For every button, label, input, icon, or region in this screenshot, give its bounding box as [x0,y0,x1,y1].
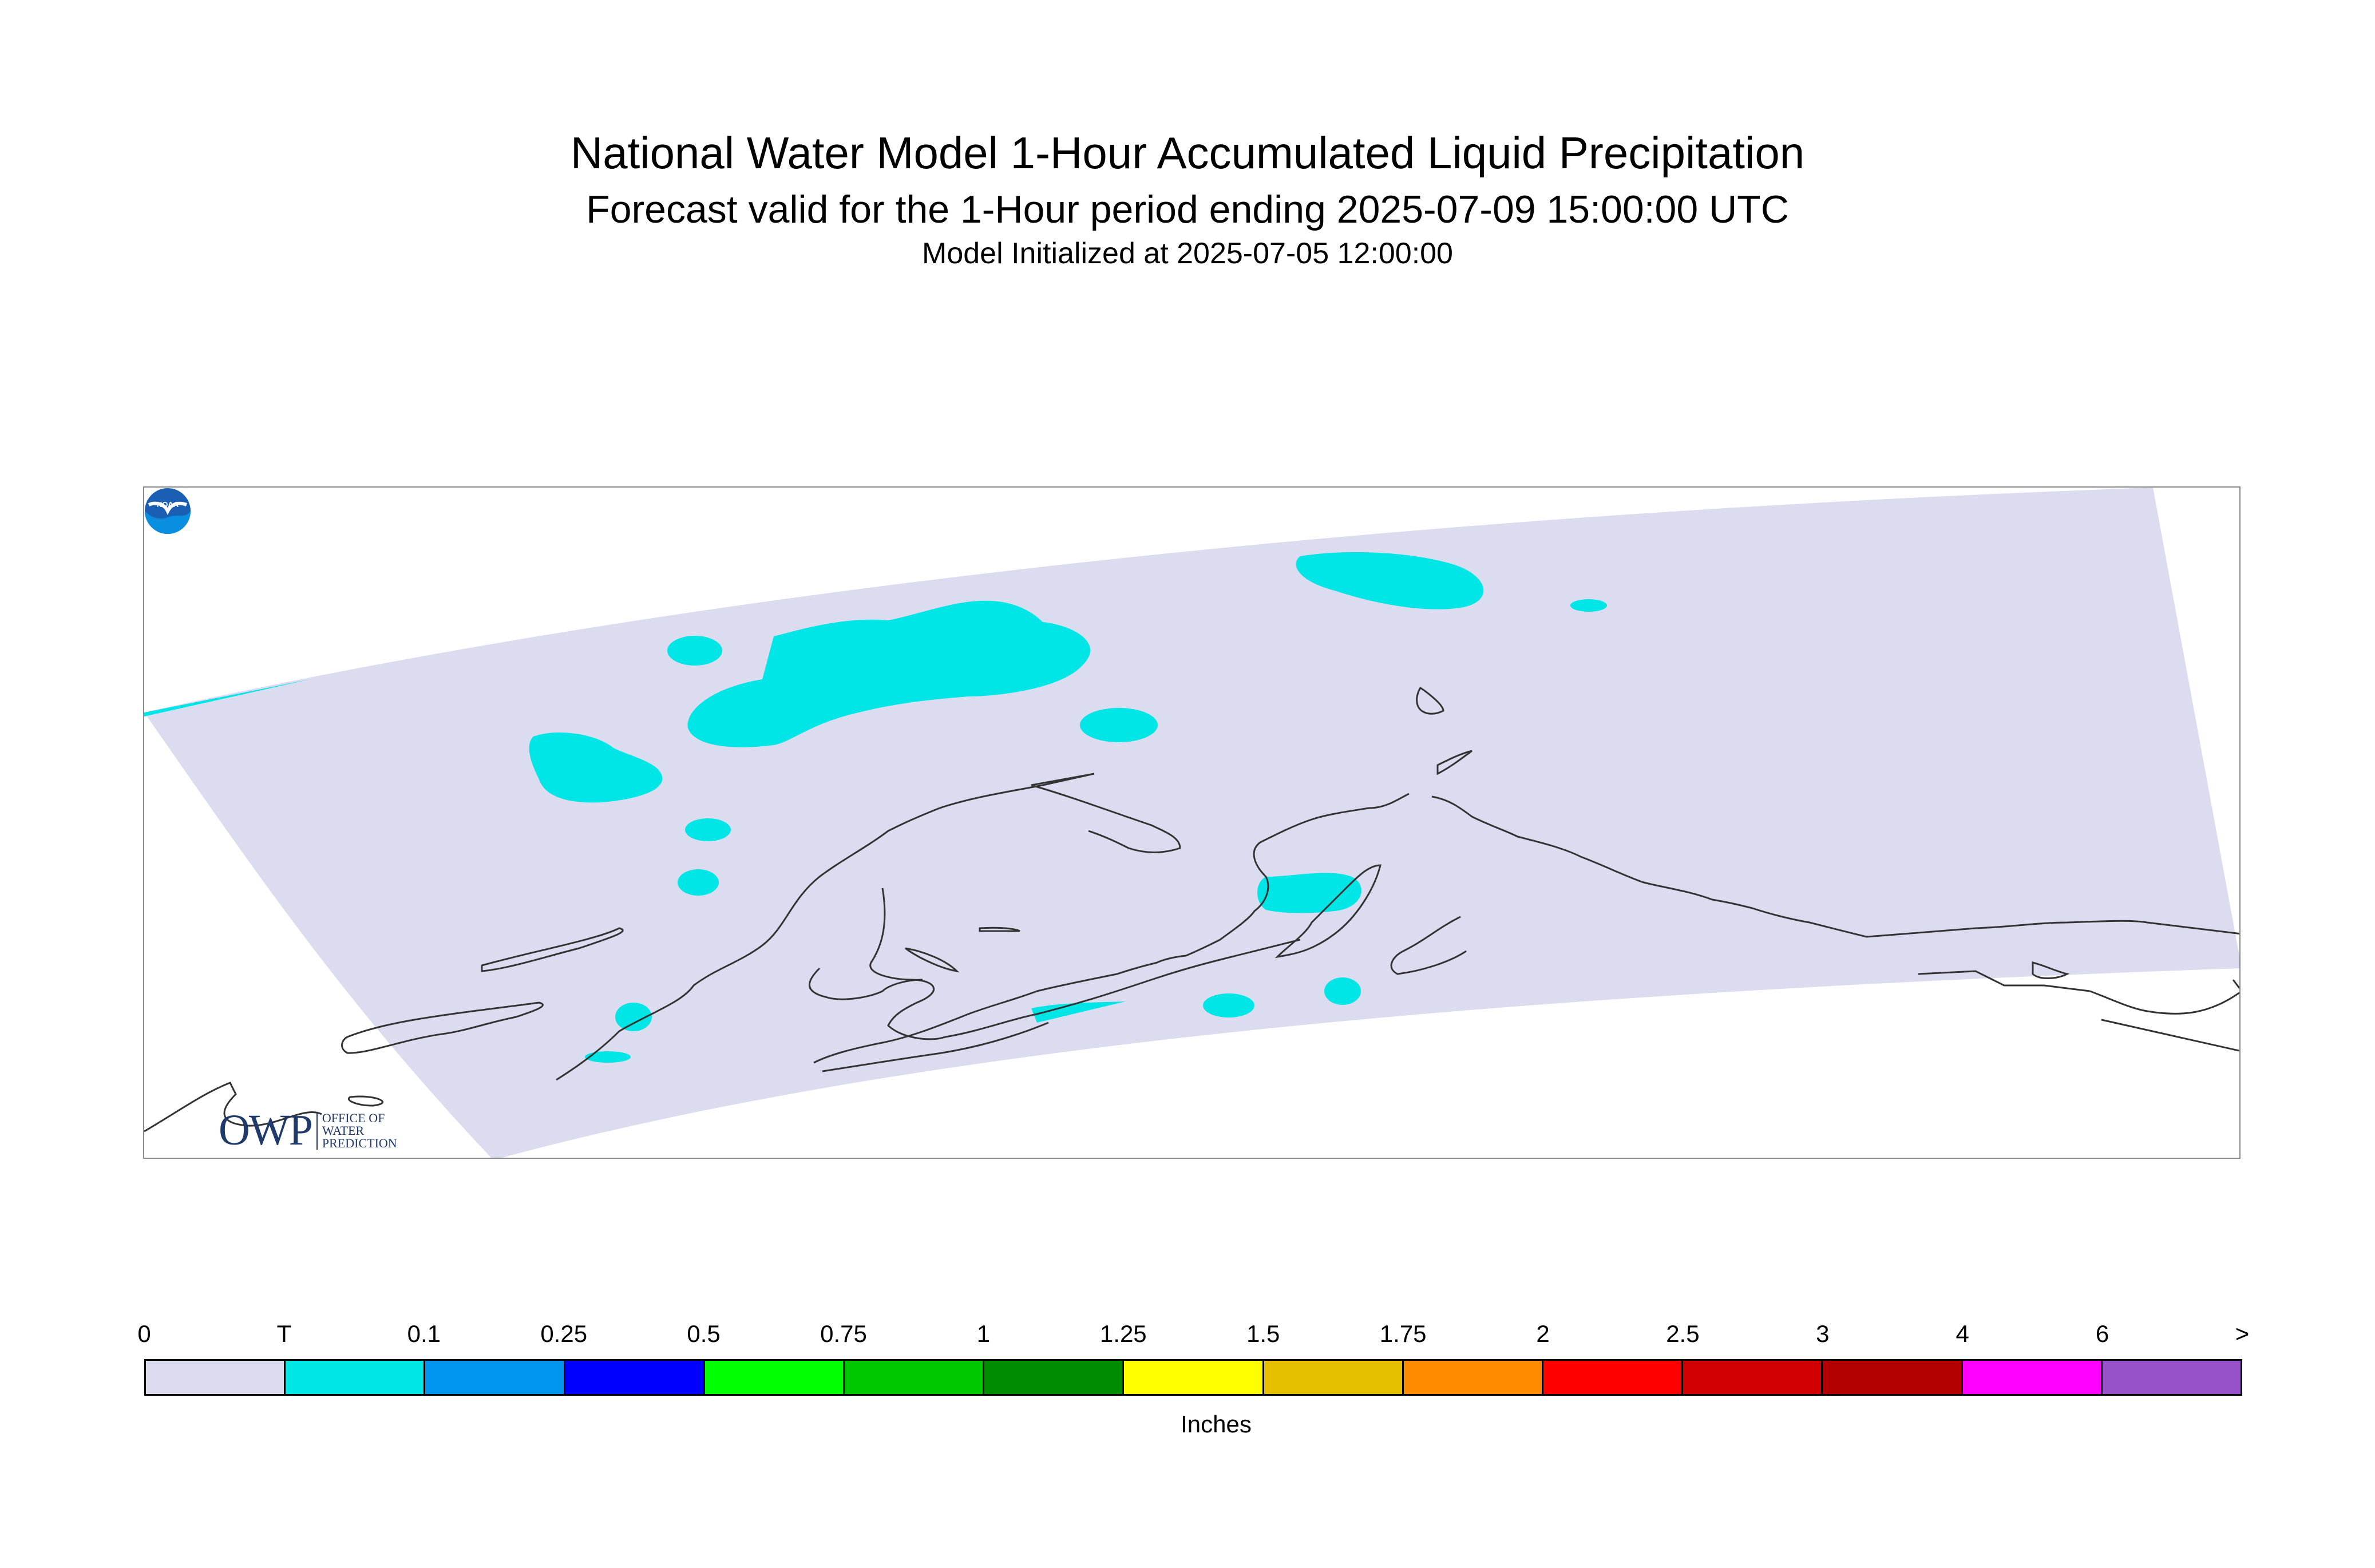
legend-tick-label: 3 [1816,1320,1830,1347]
map-panel: OWP OFFICE OF WATER PREDICTION NOAA [143,486,2241,1159]
legend-tick-label: 1 [976,1320,991,1347]
legend-swatch [984,1361,1125,1394]
legend-swatch [704,1361,845,1394]
legend-units: Inches [1181,1411,1252,1438]
owp-logo-text: OWP [219,1106,313,1154]
legend-tick-label: > [2235,1320,2250,1347]
legend-tick-label: 1.25 [1099,1320,1147,1347]
legend-tick-label: 0.25 [540,1320,588,1347]
owp-logo-subtext: OFFICE OF WATER PREDICTION [316,1110,397,1150]
legend-swatch [565,1361,705,1394]
legend-tick-label: 0.1 [407,1320,441,1347]
noaa-logo-icon: NOAA [145,488,191,534]
legend-swatch [286,1361,426,1394]
color-legend [144,1359,2242,1396]
legend-swatch [1683,1361,1823,1394]
legend-swatch [845,1361,985,1394]
legend-swatch [1962,1361,2103,1394]
legend-tick-label: 2.5 [1666,1320,1700,1347]
legend-swatch [1823,1361,1963,1394]
legend-tick-label: 2 [1536,1320,1550,1347]
legend-tick-label: 0.5 [687,1320,721,1347]
legend-tick-label: 6 [2095,1320,2109,1347]
model-domain [144,488,2239,1158]
legend-tick-label: T [276,1320,292,1347]
legend-swatch [1124,1361,1264,1394]
legend-tick-label: 1.5 [1246,1320,1280,1347]
map-title: National Water Model 1-Hour Accumulated … [570,128,1805,178]
owp-logo: OWP OFFICE OF WATER PREDICTION [219,1106,397,1155]
legend-swatch [1403,1361,1544,1394]
forecast-period: Forecast valid for the 1-Hour period end… [586,188,1789,231]
owp-sub-line-1: OFFICE OF [322,1110,385,1125]
legend-swatch [146,1361,286,1394]
legend-tick-label: 1.75 [1379,1320,1427,1347]
legend-swatch [1543,1361,1684,1394]
precip-areas [144,552,1607,1063]
legend-swatch [425,1361,565,1394]
legend-swatch [2102,1361,2241,1394]
legend-swatch [1264,1361,1404,1394]
legend-tick-label: 0.75 [820,1320,867,1347]
owp-sub-line-2: WATER [322,1123,365,1138]
legend-tick-label: 0 [137,1320,151,1347]
model-init-time: Model Initialized at 2025-07-05 12:00:00 [922,237,1453,270]
coastlines [144,686,2239,1133]
owp-sub-line-3: PREDICTION [322,1135,397,1150]
legend-tick-label: 4 [1956,1320,1969,1347]
noaa-logo-text: NOAA [157,500,179,509]
precip-map [144,488,2239,1158]
